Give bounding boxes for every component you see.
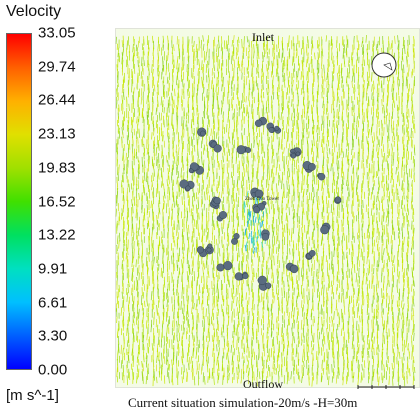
colorbar-tick-label: 3.30 <box>38 327 68 345</box>
inlet-label: Inlet <box>252 30 274 44</box>
scale-bar-icon <box>357 385 415 389</box>
colorbar-tick-label: 16.52 <box>38 193 76 210</box>
colorbar-tick-label: 29.74 <box>38 58 76 76</box>
caption: Current situation simulation-20m/s -H=30… <box>128 395 358 410</box>
vector-field-plot <box>115 28 420 388</box>
colorbar-tick-label: 19.83 <box>38 159 76 177</box>
legend-title: Velocity <box>6 3 62 20</box>
legend-unit: [m s^-1] <box>6 387 59 404</box>
velocity-field: Inlet Outflow Zhen Guo Tower <box>115 28 420 391</box>
colorbar <box>6 33 32 370</box>
colorbar-tick-label: 6.61 <box>38 294 68 312</box>
colorbar-tick-label: 26.44 <box>38 91 76 109</box>
colorbar-tick-label: 23.13 <box>38 125 76 143</box>
colorbar-tick-label: 0.00 <box>38 361 68 379</box>
colorbar-tick-label: 9.91 <box>38 260 68 278</box>
tower-label: Zhen Guo Tower <box>245 197 279 202</box>
colorbar-tick-label: 33.05 <box>38 24 76 42</box>
colorbar-ticks: 33.05 29.74 26.44 23.13 19.83 16.52 13.22 9.91 6… <box>38 25 108 379</box>
colorbar-tick-label: 13.22 <box>38 226 76 244</box>
outflow-label: Outflow <box>243 377 283 391</box>
north-arrow-icon <box>371 52 397 78</box>
